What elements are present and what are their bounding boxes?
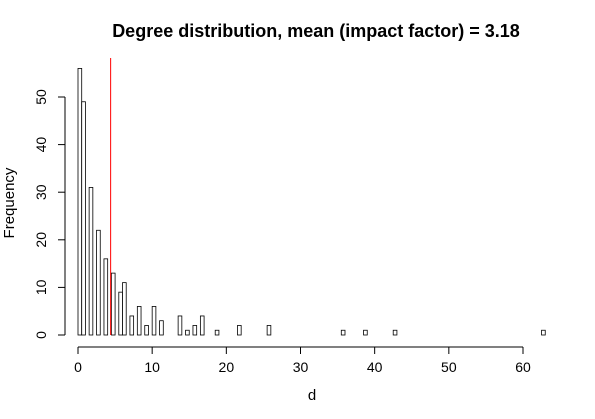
histogram-bar <box>103 258 109 336</box>
histogram-bar <box>159 320 164 336</box>
x-tick-label: 30 <box>293 359 309 375</box>
bars-group <box>77 68 546 336</box>
histogram-bar <box>144 325 149 336</box>
histogram-bar <box>237 325 242 336</box>
histogram-bar <box>110 272 116 336</box>
histogram-bar <box>136 306 142 336</box>
x-tick-label: 60 <box>515 359 531 375</box>
histogram-bar <box>363 329 368 336</box>
histogram-bar <box>122 282 127 336</box>
y-axis: 0 10 20 30 40 50 <box>33 89 66 339</box>
y-tick-label: 50 <box>33 89 49 105</box>
histogram-bar <box>392 329 398 336</box>
y-tick-label: 10 <box>33 279 49 295</box>
histogram-bar <box>185 329 190 336</box>
histogram-bar <box>81 101 86 336</box>
histogram-bar <box>199 315 205 336</box>
x-tick-label: 20 <box>219 359 235 375</box>
y-tick-label: 20 <box>33 232 49 248</box>
x-tick-label: 0 <box>74 359 82 375</box>
histogram-bar <box>118 291 123 336</box>
histogram-bar <box>177 315 183 336</box>
y-tick-label: 0 <box>33 331 49 339</box>
histogram-bar <box>266 325 272 336</box>
histogram-bar <box>214 329 220 336</box>
histogram-bar <box>88 187 94 336</box>
y-axis-label: Frequency <box>1 167 18 238</box>
x-axis-label: d <box>308 387 316 404</box>
y-tick-label: 30 <box>33 184 49 200</box>
x-tick-label: 50 <box>441 359 457 375</box>
histogram-bar <box>77 68 83 336</box>
histogram-bar <box>340 329 346 336</box>
histogram-bar <box>151 306 157 336</box>
x-axis: 0 10 20 30 40 50 60 <box>74 346 531 375</box>
x-tick-label: 10 <box>144 359 160 375</box>
histogram-bar <box>96 229 101 336</box>
histogram-bar <box>129 315 135 336</box>
histogram-bar <box>541 329 546 336</box>
histogram-bar <box>192 325 198 336</box>
x-tick-label: 40 <box>367 359 383 375</box>
chart-title: Degree distribution, mean (impact factor… <box>112 21 520 41</box>
y-tick-label: 40 <box>33 137 49 153</box>
